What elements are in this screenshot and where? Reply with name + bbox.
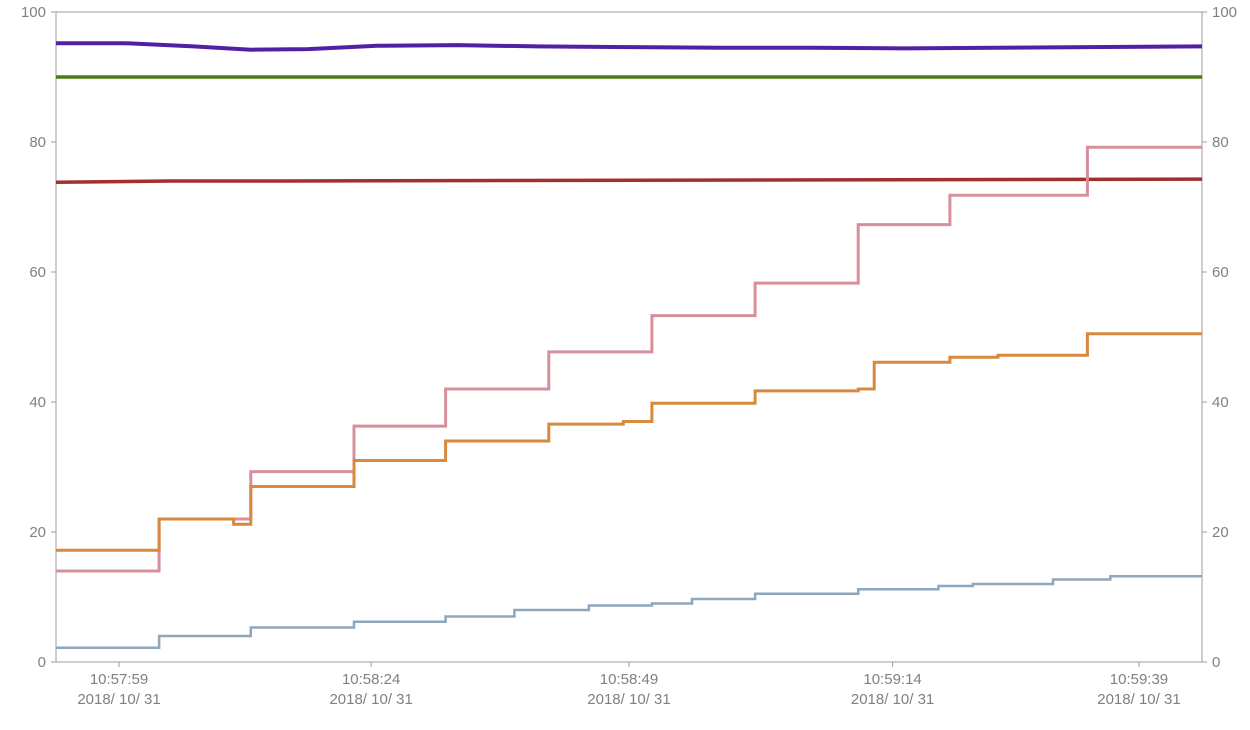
y-left-tick-label: 80: [29, 134, 46, 151]
x-tick-date: 2018/ 10/ 31: [329, 691, 412, 708]
y-right-tick-label: 20: [1212, 524, 1229, 541]
series-pink: [56, 147, 1202, 571]
y-left-tick-label: 40: [29, 394, 46, 411]
x-tick-time: 10:58:24: [342, 671, 400, 688]
y-right-tick-label: 40: [1212, 394, 1229, 411]
x-tick-date: 2018/ 10/ 31: [1097, 691, 1180, 708]
y-left-tick-label: 100: [21, 4, 46, 21]
y-left-tick-label: 20: [29, 524, 46, 541]
y-left-tick-label: 60: [29, 264, 46, 281]
x-tick-time: 10:59:39: [1110, 671, 1168, 688]
chart-container: 0 20 40 60 80 100 0 20 40 60 80 100 10:57:59 2018/ 10…: [0, 0, 1250, 730]
series-lightblue: [56, 576, 1202, 648]
x-tick-time: 10:57:59: [90, 671, 148, 688]
y-right-tick-label: 60: [1212, 264, 1229, 281]
y-right-tick-label: 0: [1212, 654, 1220, 671]
timeseries-chart: 0 20 40 60 80 100 0 20 40 60 80 100 10:57:59 2018/ 10…: [0, 0, 1250, 730]
series-darkred: [56, 179, 1202, 182]
x-tick-date: 2018/ 10/ 31: [77, 691, 160, 708]
x-tick-time: 10:59:14: [863, 671, 921, 688]
x-tick-date: 2018/ 10/ 31: [587, 691, 670, 708]
y-left-tick-label: 0: [38, 654, 46, 671]
series-purple: [56, 43, 1202, 50]
series-orange: [56, 334, 1202, 550]
y-right-tick-label: 100: [1212, 4, 1237, 21]
x-tick-time: 10:58:49: [600, 671, 658, 688]
y-right-tick-label: 80: [1212, 134, 1229, 151]
x-tick-date: 2018/ 10/ 31: [851, 691, 934, 708]
plot-border: [56, 12, 1202, 662]
